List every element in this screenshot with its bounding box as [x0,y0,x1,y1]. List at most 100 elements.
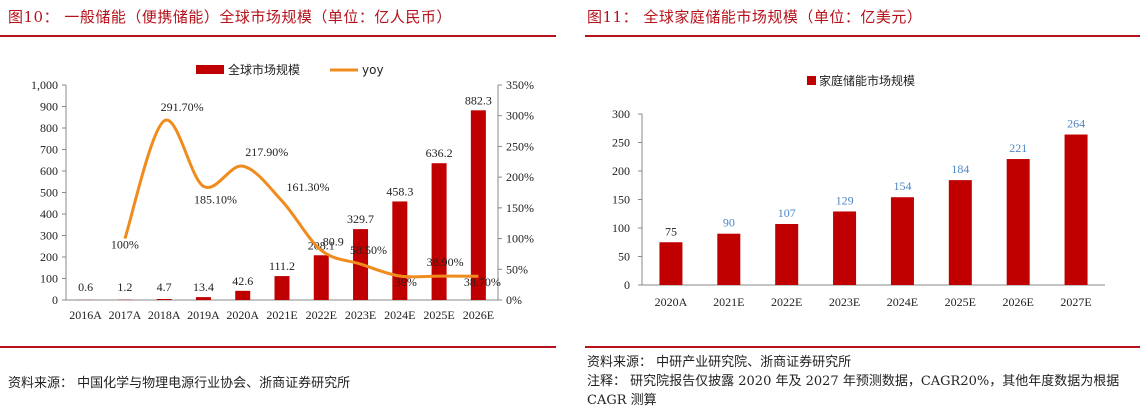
figure-11-title: 图11： 全球家庭储能市场规模（单位：亿美元） [587,8,923,26]
y-tick-label: 0 [624,278,630,292]
figure-11-panel: 图11： 全球家庭储能市场规模（单位：亿美元） 家庭储能市场规模 0 50 100 15… [585,0,1140,411]
bar-market-size [431,163,447,300]
y-tick-label: 250 [612,136,630,150]
x-tick-label: 2021E [713,295,744,309]
left-y-tick-label: 400 [40,207,58,221]
bar-data-label: 636.2 [426,146,453,160]
bar-market-size [470,110,486,300]
bar-data-label: 107 [778,206,796,220]
yoy-data-label: 38.70% [464,275,501,289]
bar-home-storage [775,224,799,285]
bar-data-label: 0.6 [78,280,93,294]
bar-data-label: 129 [836,193,854,207]
x-tick-label: 2025E [945,295,976,309]
x-tick-label: 2019A [187,308,220,322]
yoy-data-label: 185.10% [194,192,237,206]
left-y-tick-label: 700 [40,143,58,157]
right-y-tick-label: 0% [506,293,522,307]
bar-data-label: 13.4 [193,280,214,294]
bar-home-storage [659,242,683,285]
bar-data-label: 264 [1067,117,1085,131]
legend-label-market-size: 全球市场规模 [228,62,300,77]
title-divider [585,35,1140,37]
right-y-tick-label: 50% [506,262,528,276]
x-tick-label: 2026E [1003,295,1034,309]
bar-home-storage [890,197,914,285]
x-tick-label: 2021E [266,308,297,322]
x-tick-label: 2020A [226,308,259,322]
figure-10-title: 图10： 一般储能（便携储能）全球市场规模（单位：亿人民币） [8,8,452,26]
bar-data-label: 184 [951,162,969,176]
x-tick-label: 2024E [384,308,415,322]
source-divider [0,346,556,348]
figure-10-panel: 图10： 一般储能（便携储能）全球市场规模（单位：亿人民币） 全球市场规模 yoy… [0,0,556,411]
bar-home-storage [1006,159,1030,285]
x-tick-label: 2025E [423,308,454,322]
x-tick-label: 2016A [69,308,102,322]
legend-swatch-home-storage [807,76,816,85]
figure-10-source: 资料来源： 中国化学与物理电源行业协会、浙商证券研究所 [8,376,351,391]
bar-data-label: 1.2 [117,280,132,294]
bar-data-label: 154 [893,179,911,193]
portable-storage-chart: 全球市场规模 yoy 0 100 200 300 400 500 600 700 800 900 1,0… [31,62,534,322]
right-y-tick-label: 100% [506,232,534,246]
bar-data-label: 882.3 [465,93,492,107]
y-tick-label: 300 [612,107,630,121]
bar-data-label: 42.6 [232,274,253,288]
y-tick-label: 150 [612,193,630,207]
left-y-tick-label: 900 [40,100,58,114]
legend-label-home-storage: 家庭储能市场规模 [819,73,915,88]
bar-market-size [235,290,251,300]
yoy-line [123,118,479,279]
bar-data-label: 90 [723,216,735,230]
yoy-data-label: 100% [111,238,139,252]
bar-data-label: 4.7 [157,280,172,294]
legend-swatch-market-size [196,65,224,74]
x-tick-label: 2023E [829,295,860,309]
bar-market-size [195,297,211,300]
yoy-data-label: 58.50% [350,243,387,257]
left-y-tick-label: 600 [40,164,58,178]
yoy-data-label: 217.90% [245,145,288,159]
bar-market-size [313,255,329,300]
left-y-tick-label: 1,000 [31,78,58,92]
bar-data-label: 329.7 [347,212,374,226]
y-tick-label: 100 [612,221,630,235]
x-tick-label: 2023E [345,308,376,322]
title-divider [0,35,556,37]
y-tick-label: 50 [618,250,630,264]
bar-data-label: 221 [1009,141,1027,155]
yoy-data-label: 291.70% [161,100,204,114]
yoy-data-label: 38.90% [427,255,464,269]
bar-data-label: 458.3 [386,184,413,198]
y-tick-label: 200 [612,164,630,178]
right-y-tick-label: 200% [506,170,534,184]
x-tick-label: 2027E [1060,295,1091,309]
bar-home-storage [948,180,972,285]
x-tick-label: 2018A [148,308,181,322]
right-y-tick-label: 300% [506,109,534,123]
bar-data-label: 111.2 [269,259,295,273]
bar-home-storage [833,211,857,285]
left-y-tick-label: 500 [40,186,58,200]
left-y-tick-label: 100 [40,272,58,286]
x-tick-label: 2024E [887,295,918,309]
home-storage-chart: 家庭储能市场规模 0 50 100 150 200 250 300 75 2020A 90 2021E… [612,73,1105,309]
left-y-tick-label: 300 [40,229,58,243]
source-divider [585,346,1140,348]
bar-market-size [274,276,290,300]
x-tick-label: 2022E [306,308,337,322]
x-tick-label: 2017A [109,308,142,322]
left-y-tick-label: 0 [52,293,58,307]
x-tick-label: 2022E [771,295,802,309]
bar-market-size [156,298,172,300]
bar-home-storage [717,233,741,285]
right-y-tick-label: 350% [506,78,534,92]
left-y-tick-label: 800 [40,121,58,135]
bar-home-storage [1064,134,1088,285]
legend-label-yoy: yoy [362,63,384,77]
figure-11-source: 资料来源： 中研产业研究院、浙商证券研究所 [587,355,852,370]
right-y-tick-label: 150% [506,201,534,215]
left-y-tick-label: 200 [40,250,58,264]
yoy-data-label: 39% [395,275,417,289]
